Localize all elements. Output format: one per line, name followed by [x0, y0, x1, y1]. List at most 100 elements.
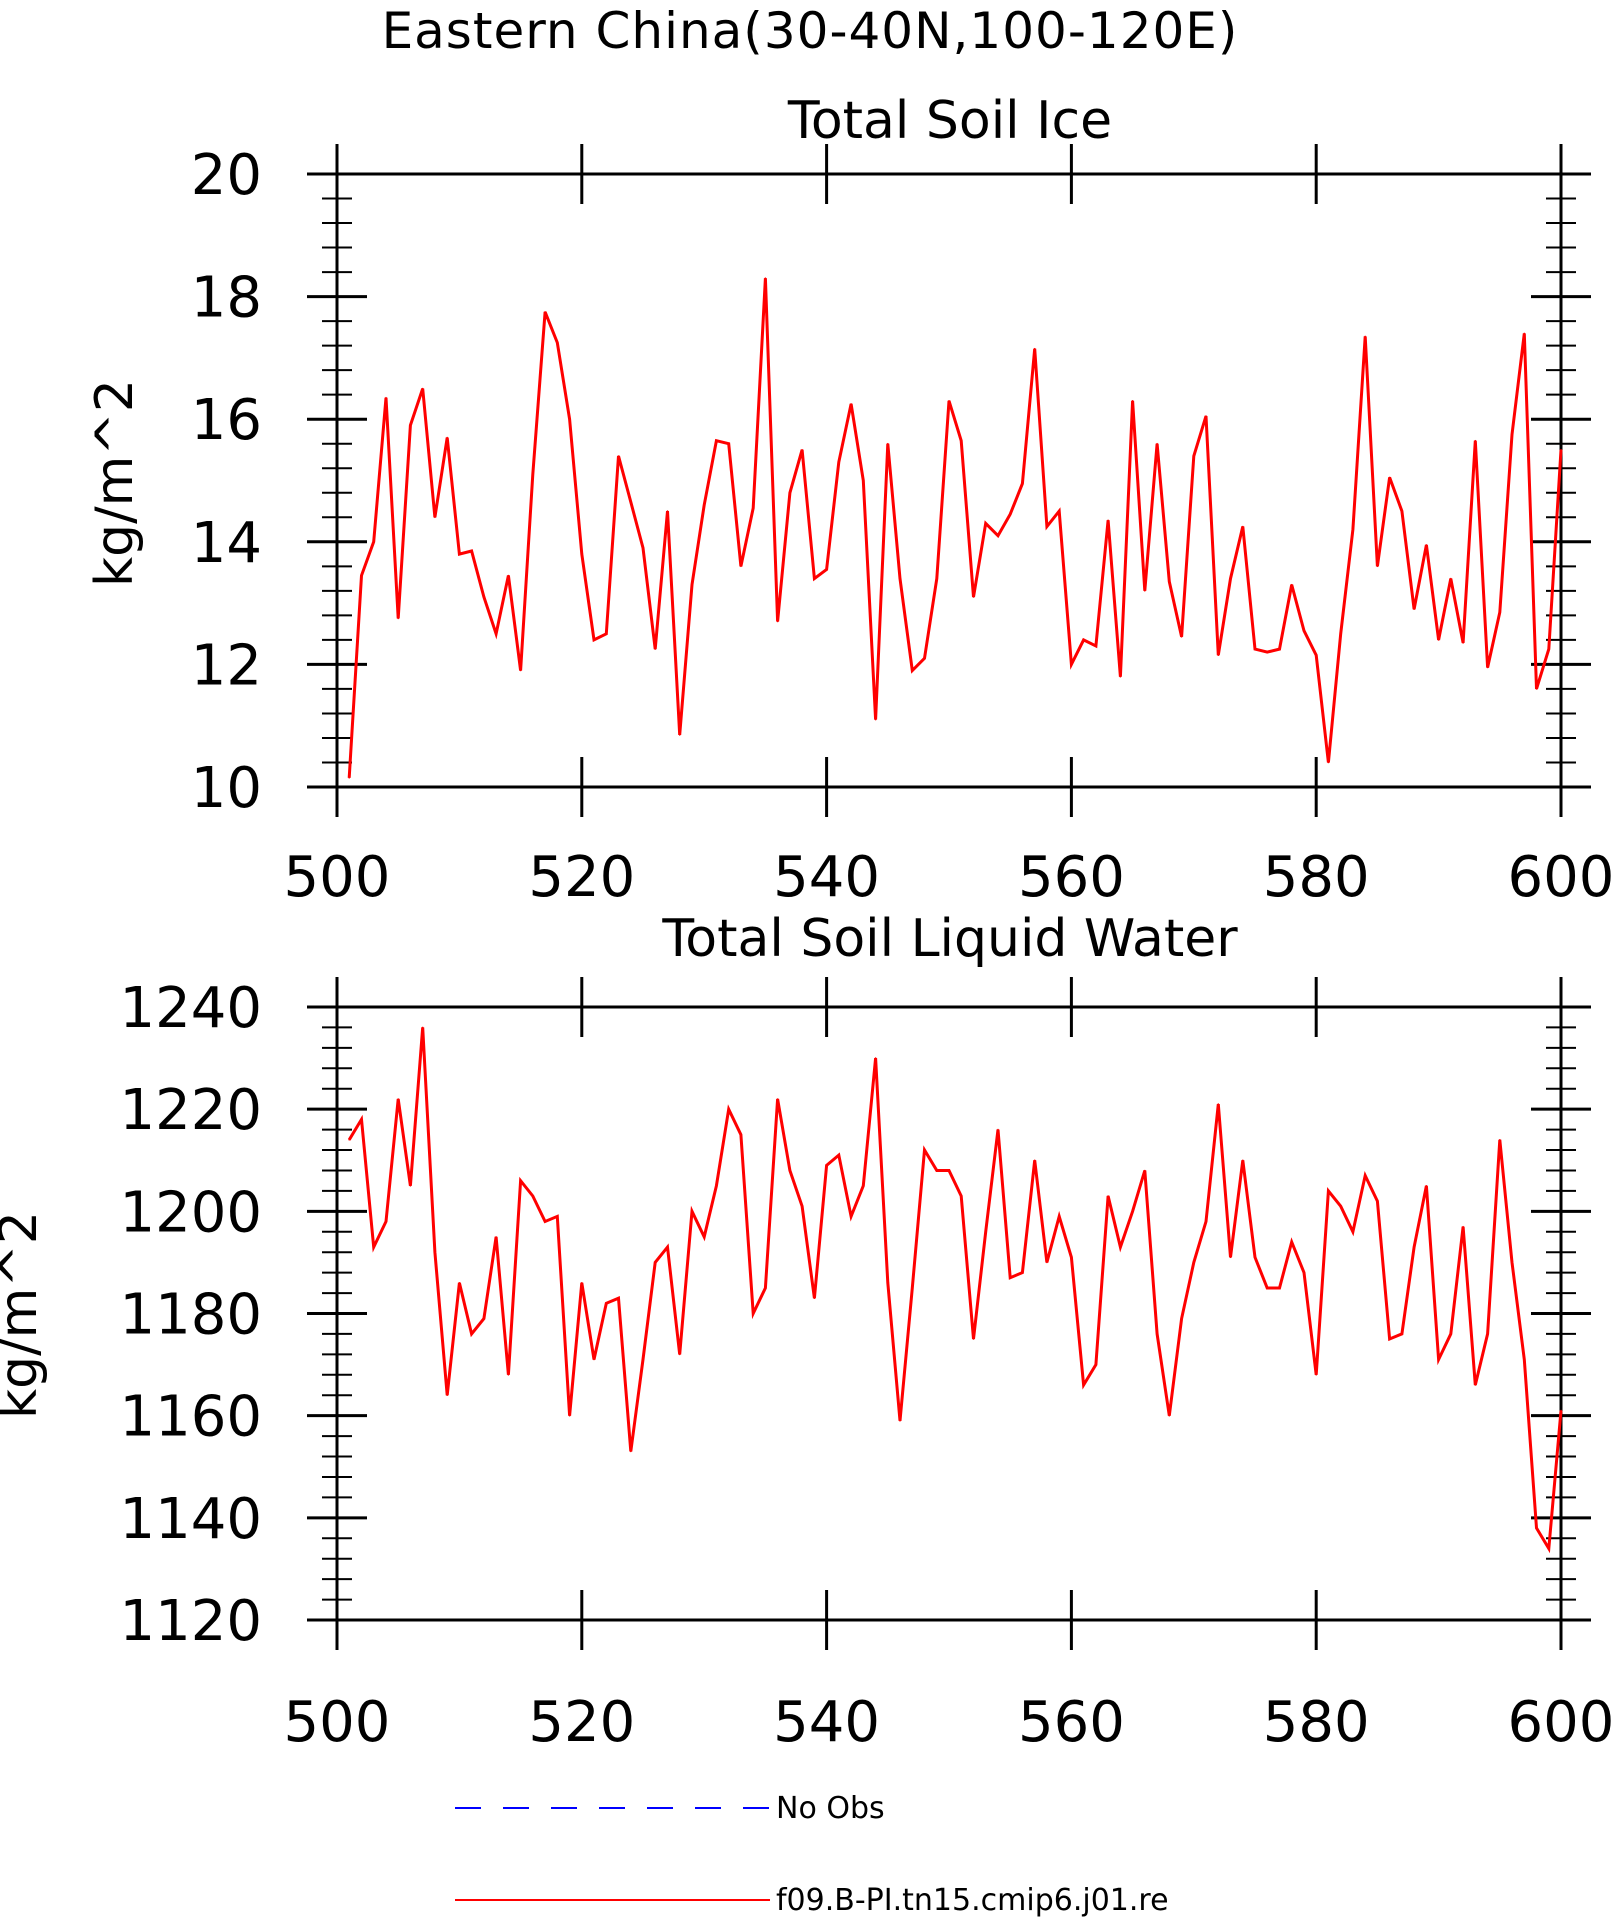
x-tick-label: 540	[773, 1690, 880, 1755]
data-point	[1548, 1547, 1550, 1550]
data-point	[617, 1297, 620, 1299]
data-point	[1376, 1200, 1379, 1202]
data-point	[997, 534, 999, 537]
data-point	[495, 633, 497, 635]
data-point	[752, 507, 754, 509]
data-point	[666, 1246, 669, 1248]
data-point	[532, 473, 534, 476]
legend-label-model-run: f09.B-PI.tn15.cmip6.j01.re	[776, 1883, 1169, 1917]
data-point	[593, 1358, 595, 1361]
x-tick-label: 580	[1263, 1690, 1370, 1755]
data-point	[1046, 1261, 1048, 1264]
data-point	[691, 1210, 693, 1213]
plot-frame	[335, 172, 1563, 789]
data-point	[446, 436, 449, 439]
data-point	[776, 620, 779, 623]
data-point	[1486, 1333, 1489, 1335]
data-point	[360, 1118, 363, 1121]
data-point	[409, 1185, 412, 1187]
axes-soil-ice: 500 520 540 560 580 600 10 12 14 16 18 20	[191, 143, 1615, 910]
data-point	[458, 553, 461, 555]
data-point	[642, 1358, 644, 1361]
data-point	[1180, 1317, 1183, 1320]
data-point	[874, 718, 877, 721]
data-point	[654, 1261, 656, 1264]
y-tick-label: 1160	[119, 1385, 262, 1450]
data-point	[1499, 1139, 1501, 1141]
data-point	[630, 1450, 632, 1453]
data-point	[1364, 335, 1366, 338]
y-tick-label: 18	[191, 266, 262, 331]
data-point	[1082, 639, 1085, 641]
data-point	[1339, 633, 1342, 635]
data-point	[1082, 1384, 1085, 1386]
data-point	[1290, 583, 1293, 586]
data-point	[507, 574, 510, 577]
y-tick-label: 1120	[119, 1589, 262, 1654]
data-point	[936, 1169, 938, 1172]
data-point	[1021, 482, 1024, 485]
data-point	[1095, 645, 1097, 647]
x-tick-label: 520	[528, 1690, 635, 1755]
data-point	[1511, 433, 1513, 436]
data-point	[470, 1333, 473, 1335]
data-point	[1437, 639, 1440, 641]
data-point	[1168, 580, 1171, 583]
data-point	[1450, 577, 1452, 580]
data-point	[421, 1026, 424, 1029]
data-point	[850, 403, 852, 405]
data-point	[348, 777, 351, 779]
data-point	[960, 1195, 962, 1197]
data-point	[1009, 513, 1011, 515]
data-point	[446, 1394, 449, 1396]
data-point	[1474, 1384, 1477, 1386]
x-tick-label: 500	[284, 1690, 391, 1755]
data-point	[1131, 1210, 1134, 1213]
data-point	[691, 583, 693, 586]
x-tick-label: 580	[1263, 845, 1370, 910]
axes-soil-liquid-water: 500 520 540 560 580 600 1120 1140 1160 1180 1200 12…	[119, 976, 1614, 1755]
data-point	[1315, 654, 1317, 656]
data-point	[409, 424, 412, 427]
data-point	[1364, 1174, 1366, 1177]
chart-panel-soil-ice: Total Soil Ice kg/m^2 500 520 540 560 580 600…	[85, 91, 1614, 910]
x-tick-label: 560	[1018, 1690, 1125, 1755]
data-point	[1205, 1220, 1207, 1223]
data-point	[617, 455, 620, 457]
data-point	[1254, 1256, 1256, 1259]
data-point	[1560, 1409, 1562, 1412]
y-tick-label: 1180	[119, 1283, 262, 1348]
data-point	[1070, 1256, 1073, 1259]
y-tick-label: 1200	[119, 1180, 262, 1245]
data-point	[1217, 1103, 1220, 1105]
data-point	[1523, 1358, 1526, 1361]
data-point	[532, 1195, 534, 1197]
data-point	[1242, 525, 1244, 528]
data-point	[1535, 1527, 1538, 1529]
chart-panel-soil-liquid-water: Total Soil Liquid Water kg/m^2 500 520 540…	[0, 909, 1614, 1755]
data-point	[372, 541, 375, 543]
legend: No Obs f09.B-PI.tn15.cmip6.j01.re	[455, 1791, 1169, 1918]
panel-title-soil-ice: Total Soil Ice	[787, 91, 1112, 151]
data-point	[1266, 651, 1268, 653]
data-point	[789, 1169, 791, 1172]
data-point	[1144, 1169, 1146, 1172]
y-tick-label: 20	[191, 143, 262, 208]
x-tick-label: 600	[1508, 1690, 1615, 1755]
data-point	[1327, 761, 1330, 764]
data-point	[385, 1220, 387, 1223]
data-point	[923, 1149, 926, 1151]
data-point	[838, 1154, 840, 1156]
data-point	[727, 442, 730, 445]
data-point	[1401, 510, 1403, 512]
data-point	[1511, 1261, 1513, 1264]
data-point	[727, 1108, 730, 1110]
data-point	[862, 1185, 865, 1187]
data-point	[1168, 1414, 1171, 1417]
data-point	[1425, 544, 1428, 546]
data-point	[385, 396, 387, 399]
data-point	[1193, 455, 1195, 457]
data-point	[1009, 1276, 1011, 1279]
data-point	[1217, 654, 1220, 656]
data-point	[1119, 1246, 1122, 1248]
